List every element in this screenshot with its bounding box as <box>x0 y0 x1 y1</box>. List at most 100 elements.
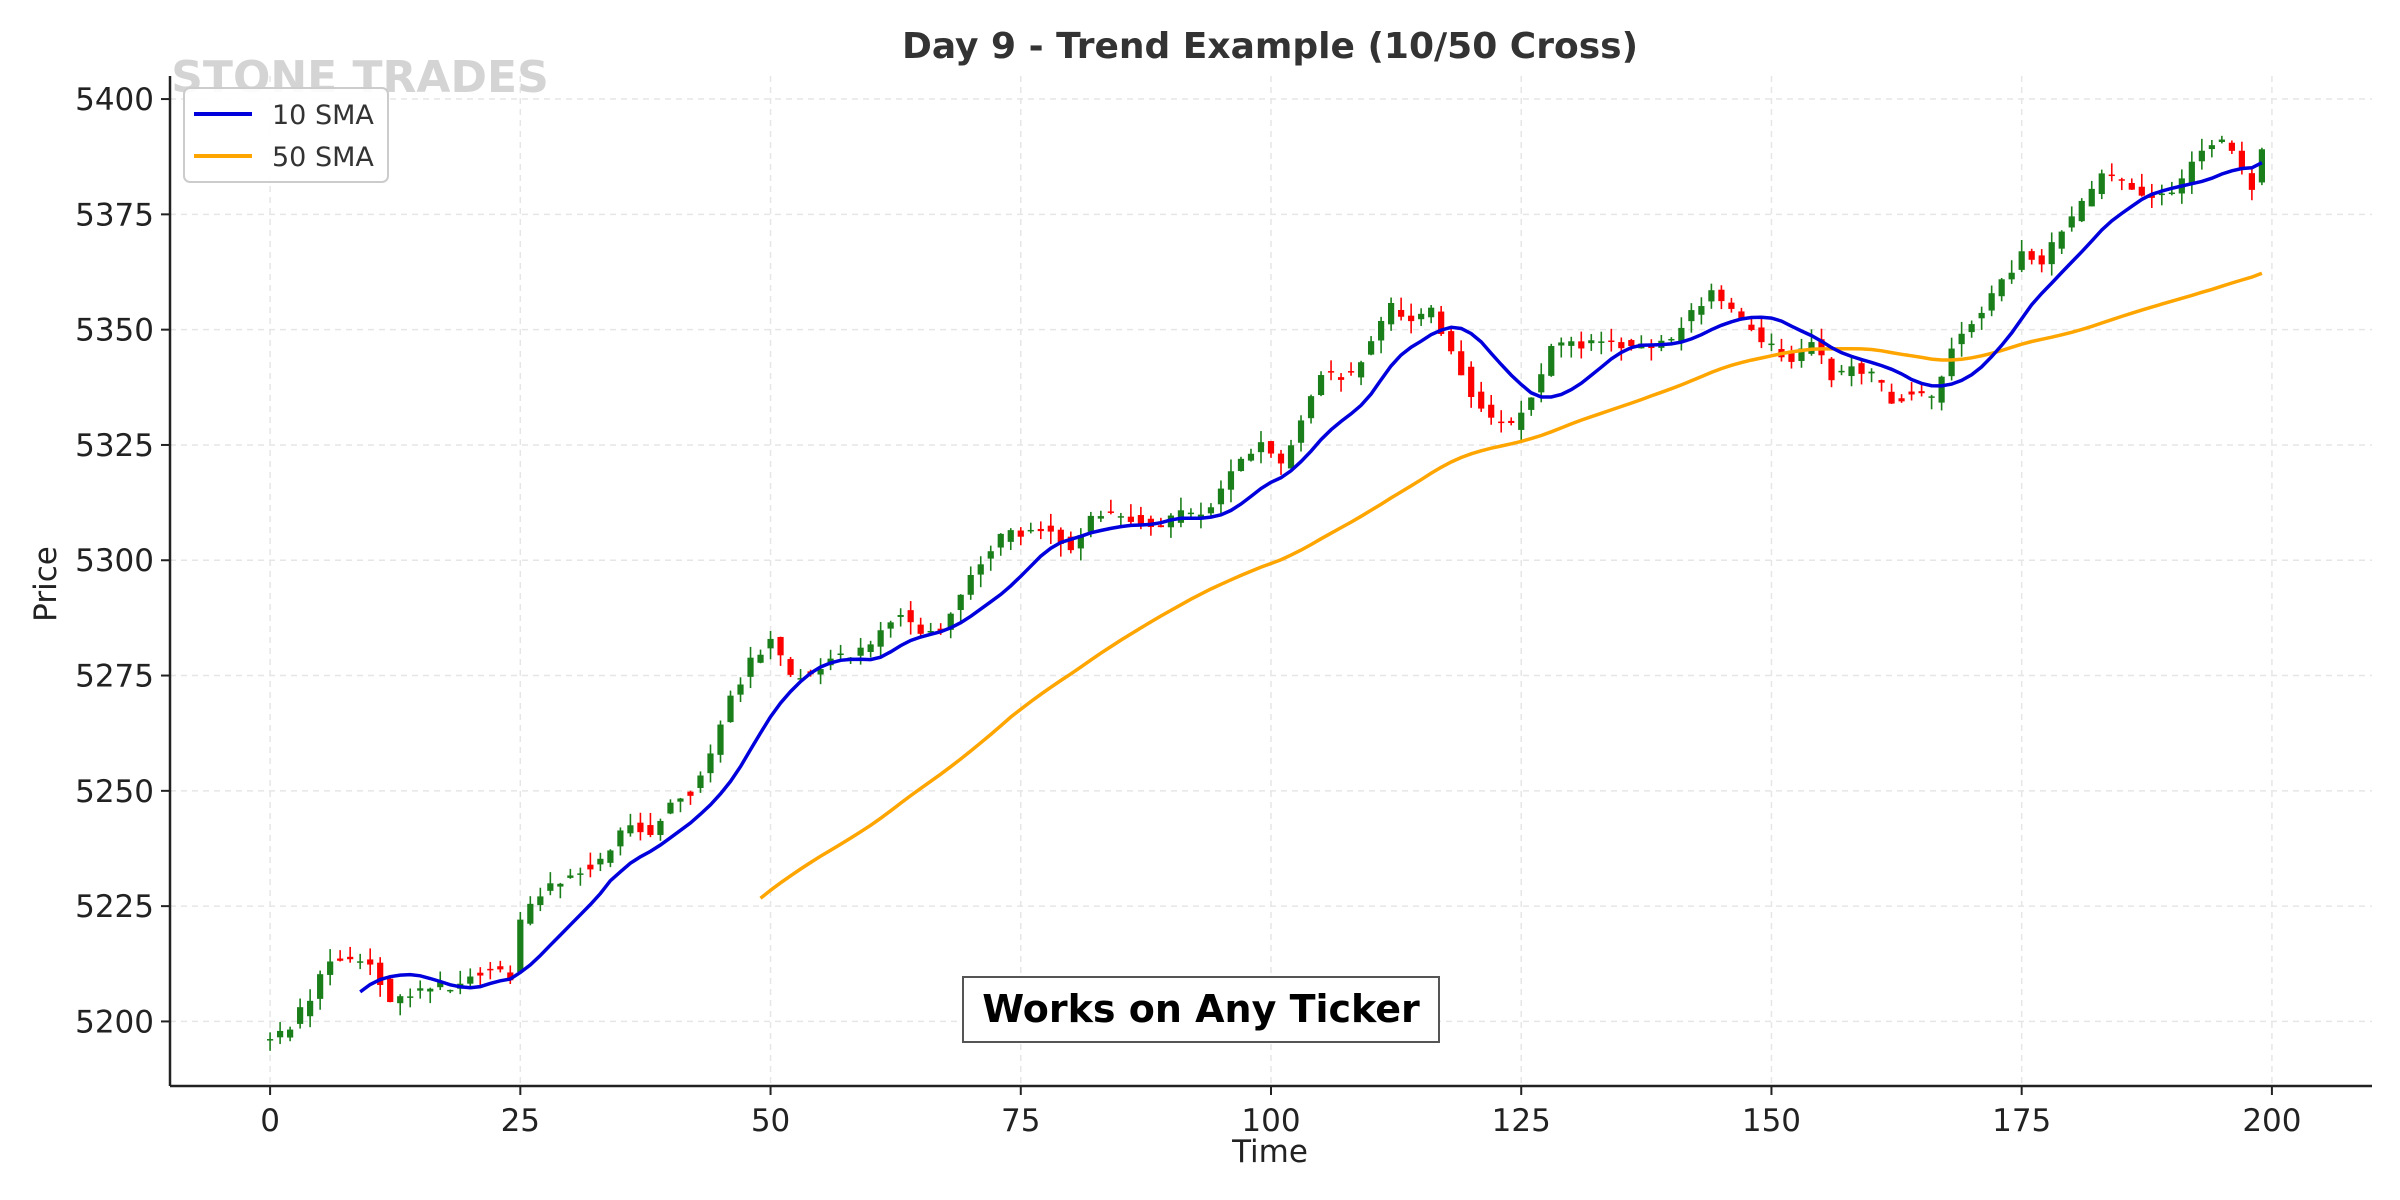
candle-down <box>1748 324 1755 330</box>
candle-down <box>777 636 784 656</box>
candle-up <box>1598 341 1605 343</box>
candle-up <box>887 622 894 629</box>
candle-up <box>997 533 1004 548</box>
candle-up <box>307 1000 314 1017</box>
candle-up <box>1798 348 1805 361</box>
candle-down <box>1448 331 1455 352</box>
candle-up <box>817 669 824 675</box>
candle-down <box>1738 311 1745 318</box>
candle-up <box>537 896 544 906</box>
candle-up <box>1077 535 1084 549</box>
candle-up <box>667 802 674 814</box>
candle-down <box>1478 391 1485 409</box>
y-tick-label: 5325 <box>75 428 154 464</box>
candle-up <box>2168 192 2175 195</box>
candle-up <box>2058 231 2065 249</box>
candle-down <box>387 978 394 1003</box>
candle-up <box>697 775 704 789</box>
candle-up <box>2258 149 2266 183</box>
candle-up <box>1928 396 1935 398</box>
candle-up <box>577 873 584 875</box>
candle-down <box>2138 186 2145 196</box>
candle-up <box>947 613 954 630</box>
candle-down <box>2108 174 2115 177</box>
x-tick-label: 75 <box>1001 1103 1040 1139</box>
candle-down <box>687 791 694 796</box>
candle-up <box>1257 442 1265 453</box>
x-tick-label: 25 <box>501 1103 540 1139</box>
candle-up <box>657 820 664 835</box>
candle-up <box>1357 362 1365 378</box>
candle-up <box>627 825 634 834</box>
chart-title: Day 9 - Trend Example (10/50 Cross) <box>902 26 1638 67</box>
candle-up <box>1988 293 1995 311</box>
candle-up <box>1768 343 1775 346</box>
candle-up <box>397 996 404 1004</box>
candle-down <box>2228 142 2235 151</box>
candle-down <box>647 825 654 835</box>
candle-up <box>1307 396 1315 419</box>
legend-label-50-sma: 50 SMA <box>272 142 374 173</box>
x-tick-label: 100 <box>1241 1103 1300 1139</box>
candle-up <box>967 574 974 595</box>
candle-down <box>1618 342 1625 349</box>
candle-up <box>517 919 524 973</box>
candle-up <box>897 615 904 617</box>
candle-up <box>707 753 714 774</box>
candle-up <box>2208 145 2215 150</box>
candle-up <box>1247 453 1255 461</box>
candle-down <box>1788 350 1795 362</box>
candle-down <box>1337 377 1345 380</box>
candle-down <box>1438 311 1445 334</box>
candle-up <box>677 798 684 802</box>
candle-up <box>1948 348 1955 377</box>
candle-up <box>837 653 844 656</box>
candle-down <box>1898 398 1905 402</box>
sma-10-line <box>359 161 2263 994</box>
candle-down <box>367 959 374 965</box>
candle-up <box>867 644 874 652</box>
candle-up <box>1938 376 1945 403</box>
candle-down <box>1718 289 1725 302</box>
candle-up <box>1197 514 1205 518</box>
candle-up <box>2198 150 2205 162</box>
candle-up <box>1187 512 1195 515</box>
candle-up <box>717 724 724 755</box>
candle-up <box>757 654 764 663</box>
candle-up <box>567 875 574 878</box>
candle-down <box>1608 340 1615 343</box>
candle-down <box>1878 380 1885 383</box>
y-tick-label: 5225 <box>75 889 154 925</box>
candle-down <box>497 966 504 970</box>
candle-up <box>417 988 424 991</box>
candle-down <box>1157 525 1165 528</box>
candle-up <box>1998 279 2005 297</box>
candle-down <box>2148 195 2155 198</box>
candle-up <box>2068 216 2075 228</box>
x-ticks: 0 25 50 75 100 125 150 175 200 <box>260 1086 2301 1139</box>
candle-down <box>487 968 494 971</box>
candle-up <box>797 678 804 680</box>
candle-up <box>1848 366 1855 377</box>
y-tick-label: 5400 <box>75 82 154 118</box>
candle-down <box>1057 529 1064 544</box>
candle-up <box>2188 161 2195 185</box>
candle-down <box>1267 441 1275 454</box>
candle-up <box>597 858 604 865</box>
candle-down <box>1488 404 1495 418</box>
candle-up <box>266 1039 274 1041</box>
candle-up <box>767 638 774 649</box>
y-tick-label: 5350 <box>75 313 154 349</box>
candle-up <box>1558 342 1565 346</box>
candle-up <box>1237 458 1245 472</box>
candle-up <box>1087 515 1094 532</box>
candle-down <box>2038 255 2045 265</box>
candle-up <box>1377 320 1385 341</box>
candle-down <box>1408 315 1415 322</box>
y-ticks: 5200 5225 5250 5275 5300 5325 5350 5375 5400 <box>75 82 170 1040</box>
candle-up <box>1568 341 1575 346</box>
candle-up <box>607 850 614 863</box>
candle-down <box>1137 515 1144 525</box>
candle-up <box>1287 445 1295 469</box>
candle-up <box>1698 306 1705 315</box>
